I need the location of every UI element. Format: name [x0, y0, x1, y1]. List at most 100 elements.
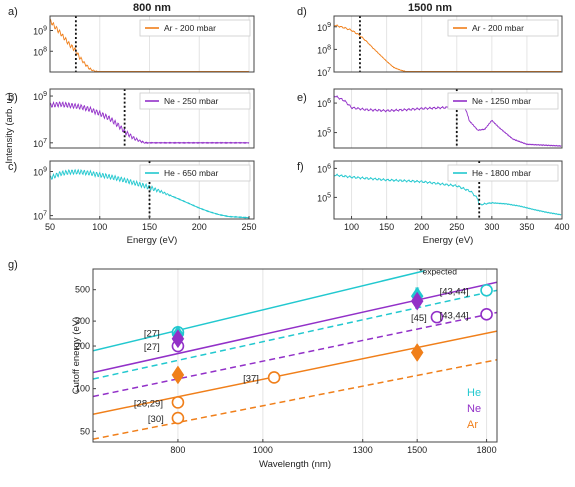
- x-tick-label: 250: [449, 222, 464, 232]
- plot-frame: [49, 88, 255, 149]
- spectrum-line: [333, 173, 562, 216]
- scaling-curves: [93, 270, 497, 440]
- plot-frame: [49, 15, 255, 73]
- y-tick-label: 100: [75, 384, 90, 394]
- y-tick-label: 106: [317, 98, 331, 109]
- y-tick-label: 107: [33, 211, 47, 222]
- legend-ne: Ne: [467, 403, 481, 415]
- y-tick-label: 500: [75, 285, 90, 295]
- legend-label: Ar - 200 mbar: [472, 23, 524, 33]
- panel-letter: f): [297, 161, 304, 173]
- spectrum-panel-b: 107 109 Ne - 250 mbar b): [8, 88, 255, 149]
- x-tick-label: 150: [142, 222, 157, 232]
- y-tick-label: 105: [317, 192, 331, 203]
- reference-label: [45]: [411, 313, 427, 324]
- reference-label: [27]: [144, 328, 160, 339]
- legend-ar: Ar: [467, 419, 478, 431]
- literature-point-ar: [171, 411, 185, 425]
- y-tick-label: 109: [33, 91, 47, 102]
- legend-label: Ne - 1250 mbar: [472, 96, 531, 106]
- measured-point-ne: [410, 291, 424, 311]
- legend-box: [447, 19, 559, 37]
- measured-point-ar: [410, 343, 424, 362]
- measured-point-ne: [171, 329, 185, 349]
- x-tick-label: 150: [379, 222, 394, 232]
- panel-letter: e): [297, 92, 307, 104]
- y-tick-label: 200: [75, 341, 90, 351]
- literature-point-ar: [267, 371, 281, 384]
- x-tick-label: 350: [519, 222, 534, 232]
- reference-label: [43,44]: [440, 286, 469, 297]
- legend-box: [139, 19, 251, 37]
- y-tick-label: 108: [33, 46, 47, 57]
- spectrum-panel-d: 107 108 109 Ar - 200 mbar d): [297, 6, 563, 78]
- spectrum-panel-c: 107 109 50 100 150 200 250 Energy (eV) He - 650 …: [8, 160, 257, 246]
- reference-label: [27]: [144, 342, 160, 353]
- expected-note: *expected: [419, 267, 457, 277]
- x-tick-label: 50: [45, 222, 55, 232]
- y-axis-label: Cutoff energy (eV): [71, 317, 82, 394]
- x-tick-label: 100: [344, 222, 359, 232]
- legend-label: He - 650 mbar: [164, 168, 218, 178]
- x-tick-label: 300: [484, 222, 499, 232]
- reference-label: [43,44]: [440, 310, 469, 321]
- scaling-curve-ne-dashed: [93, 311, 497, 398]
- spectra-panels: 108 109 Ar - 200 mbar a) 107 109 Ne - 250 mbar…: [8, 6, 570, 246]
- scaling-curve-ar-solid: [93, 330, 497, 415]
- spectrum-panel-e: 105 106 Ne - 1250 mbar e): [297, 88, 563, 149]
- x-axis-label: Energy (eV): [127, 235, 178, 246]
- measured-point-ar: [171, 365, 185, 385]
- y-tick-label: 300: [75, 316, 90, 326]
- cutoff-scaling-panel: g) [27] [27] [28,29] [30] [37] [45] [43,44] [43,…: [8, 259, 498, 470]
- panel-letter: g): [8, 259, 18, 271]
- legend-box: [447, 164, 559, 182]
- legend-box: [139, 92, 251, 110]
- reference-label: [28,29]: [134, 398, 163, 409]
- spectrum-panel-a: 108 109 Ar - 200 mbar a): [8, 6, 255, 73]
- intensity-axis-label: Intensity (arb. u.): [4, 92, 15, 163]
- scaling-curve-ne-solid: [93, 281, 497, 374]
- legend-box: [447, 92, 559, 110]
- panel-letter: c): [8, 161, 17, 173]
- scaling-curve-he-dashed: [93, 289, 497, 380]
- y-tick-label: 105: [317, 128, 331, 139]
- plot-frame: [49, 160, 255, 220]
- plot-frame: [333, 160, 563, 220]
- x-tick-label: 250: [242, 222, 257, 232]
- literature-point-ne: [480, 308, 493, 321]
- plot-frame: [333, 88, 563, 149]
- scaling-curve-he-solid: [93, 270, 425, 352]
- spectrum-line: [49, 168, 250, 219]
- scaling-curve-ar-dashed: [93, 359, 497, 440]
- x-tick-label: 1800: [477, 445, 497, 455]
- y-tick-label: 108: [317, 44, 331, 55]
- title-1500nm: 1500 nm: [408, 2, 452, 14]
- legend-label: Ne - 250 mbar: [164, 96, 218, 106]
- y-tick-label: 109: [33, 26, 47, 37]
- y-tick-label: 107: [317, 67, 331, 78]
- x-axis-label: Wavelength (nm): [259, 459, 331, 470]
- x-tick-label: 1500: [407, 445, 427, 455]
- reference-label: [30]: [148, 414, 164, 425]
- spectrum-line: [49, 100, 250, 145]
- y-tick-label: 109: [317, 22, 331, 33]
- title-800nm: 800 nm: [133, 2, 171, 14]
- panel-letter: d): [297, 6, 307, 18]
- x-tick-label: 1000: [253, 445, 273, 455]
- x-tick-label: 100: [92, 222, 107, 232]
- y-tick-label: 107: [33, 138, 47, 149]
- spectrum-panel-f: 105 106 100 150 200 250 300 350 400 Energy (eV) He…: [297, 160, 570, 246]
- panel-letter: a): [8, 6, 18, 18]
- legend-label: He - 1800 mbar: [472, 168, 531, 178]
- x-tick-label: 400: [554, 222, 569, 232]
- legend-label: Ar - 200 mbar: [164, 23, 216, 33]
- panel-letter: b): [8, 92, 18, 104]
- plot-frame: [333, 15, 563, 73]
- legend-he: He: [467, 387, 481, 399]
- y-tick-label: 109: [33, 167, 47, 178]
- literature-point-he: [480, 284, 493, 297]
- x-axis-label: Energy (eV): [423, 235, 474, 246]
- x-tick-label: 200: [192, 222, 207, 232]
- reference-label: [37]: [243, 373, 259, 384]
